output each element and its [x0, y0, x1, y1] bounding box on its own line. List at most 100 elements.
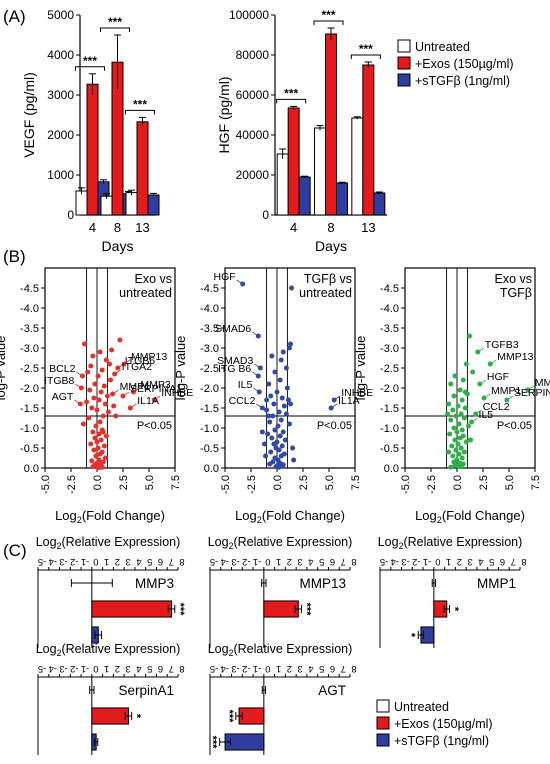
data-point — [462, 389, 468, 395]
y-tick-label: -3.0 — [380, 343, 399, 355]
threshold-label: P<0.05 — [497, 420, 532, 432]
data-point — [113, 413, 119, 419]
x-axis-title: Log2(Fold Change) — [415, 508, 525, 525]
x-tick-label: -5 — [38, 663, 46, 674]
data-point — [271, 401, 277, 407]
plot-title: TGFβ vs — [304, 272, 352, 286]
x-tick-label: 5 — [319, 663, 324, 674]
bar — [91, 707, 129, 725]
gene-title: SerpinA1 — [118, 683, 174, 698]
y-tick-label: 1000 — [47, 168, 74, 182]
x-tick-label: -1 — [423, 556, 431, 567]
significance-label: *** — [133, 97, 147, 111]
data-point — [456, 451, 462, 457]
significance-label: *** — [83, 54, 97, 68]
x-tick-label: -1 — [253, 556, 261, 567]
legend-swatch — [376, 699, 390, 713]
hgf-bar-chart: 0 20000 40000 60000 80000 100000 4 *** 8 *** 13 ***… — [216, 8, 387, 254]
x-tick-label: 7 — [511, 556, 516, 567]
legend-swatch — [397, 56, 411, 70]
x-axis-title: Log2(Relative Expression) — [36, 642, 181, 658]
legend-label: Untreated — [394, 700, 449, 714]
data-point — [82, 341, 88, 347]
y-tick-label: -1.0 — [20, 423, 39, 435]
significance-label: *** — [301, 603, 313, 617]
data-point — [461, 415, 467, 421]
x-tick-label: 3 — [126, 663, 131, 674]
plot-title: untreated — [299, 286, 352, 300]
x-tick-label: -5.0 — [220, 475, 232, 494]
label-leader — [506, 395, 514, 401]
data-point — [291, 457, 297, 463]
x-tick-label: -4 — [49, 663, 57, 674]
x-tick-label: -1 — [81, 663, 89, 674]
significance-bracket — [100, 27, 130, 32]
x-tick-label: 1 — [276, 663, 281, 674]
y-tick-label: 0 — [67, 208, 74, 222]
data-point — [100, 413, 106, 419]
legend-swatch — [397, 73, 411, 87]
gene-label: MMP3 — [535, 377, 550, 389]
plot-title: Exo vs — [494, 272, 532, 286]
gene-label: AGT — [52, 391, 74, 403]
data-point — [96, 397, 102, 403]
x-tick-label: 7 — [169, 556, 174, 567]
data-point — [268, 393, 274, 399]
y-tick-label: 80000 — [236, 48, 270, 62]
significance-label: *** — [207, 736, 219, 750]
x-tick-label: 5 — [147, 556, 152, 567]
data-point — [278, 357, 284, 363]
x-tick-label: -2 — [412, 556, 420, 567]
x-tick-label: 0 — [93, 663, 98, 674]
y-tick-label: -2.0 — [380, 383, 399, 395]
data-point — [99, 367, 105, 373]
data-point — [275, 423, 281, 429]
x-tick-label: 1 — [104, 556, 109, 567]
data-point — [450, 407, 456, 413]
data-point — [449, 443, 455, 449]
significance-label: *** — [174, 603, 186, 617]
data-point — [459, 455, 465, 461]
y-tick-label: -2.5 — [380, 363, 399, 375]
label-leader — [122, 391, 130, 397]
gene-title: MMP1 — [477, 576, 516, 591]
data-point — [463, 361, 469, 367]
data-point — [446, 449, 452, 455]
significance-label: *** — [359, 42, 373, 56]
data-point — [457, 387, 463, 393]
x-axis-title: Days — [315, 238, 347, 254]
gene-label: INHBE — [341, 387, 373, 399]
significance-label: * — [448, 607, 460, 612]
bar — [86, 83, 99, 216]
data-point — [456, 421, 462, 427]
x-tick-label: -4 — [49, 556, 57, 567]
x-tick-label: 8 — [179, 663, 184, 674]
x-tick-label: 1 — [276, 556, 281, 567]
bar — [298, 176, 311, 216]
data-point — [259, 429, 265, 435]
x-tick-label: 0.0 — [272, 475, 284, 490]
bar — [314, 127, 326, 216]
data-point — [267, 419, 273, 425]
y-tick-label: -2.5 — [200, 363, 219, 375]
data-point — [280, 349, 286, 355]
x-tick-label: -2 — [70, 556, 78, 567]
y-axis-title: HGF (pg/ml) — [216, 77, 232, 154]
gene-label: ITGB6 — [125, 355, 156, 367]
significance-label: * — [131, 714, 143, 719]
x-tick-label: 2.5 — [118, 475, 130, 490]
label-leader — [114, 369, 121, 375]
x-tick-label: 7.5 — [170, 475, 182, 490]
data-point — [86, 415, 92, 421]
bar — [147, 194, 160, 216]
data-point — [270, 413, 276, 419]
x-tick-label: 4 — [478, 556, 483, 567]
gene-label: MMP1 — [491, 385, 521, 397]
x-tick-label: -3 — [401, 556, 409, 567]
label-leader — [123, 359, 131, 365]
data-point — [88, 441, 94, 447]
data-point — [102, 401, 108, 407]
x-tick-label: -5 — [380, 556, 388, 567]
x-tick-label: 8 — [521, 556, 526, 567]
y-tick-label: -0.5 — [380, 443, 399, 455]
